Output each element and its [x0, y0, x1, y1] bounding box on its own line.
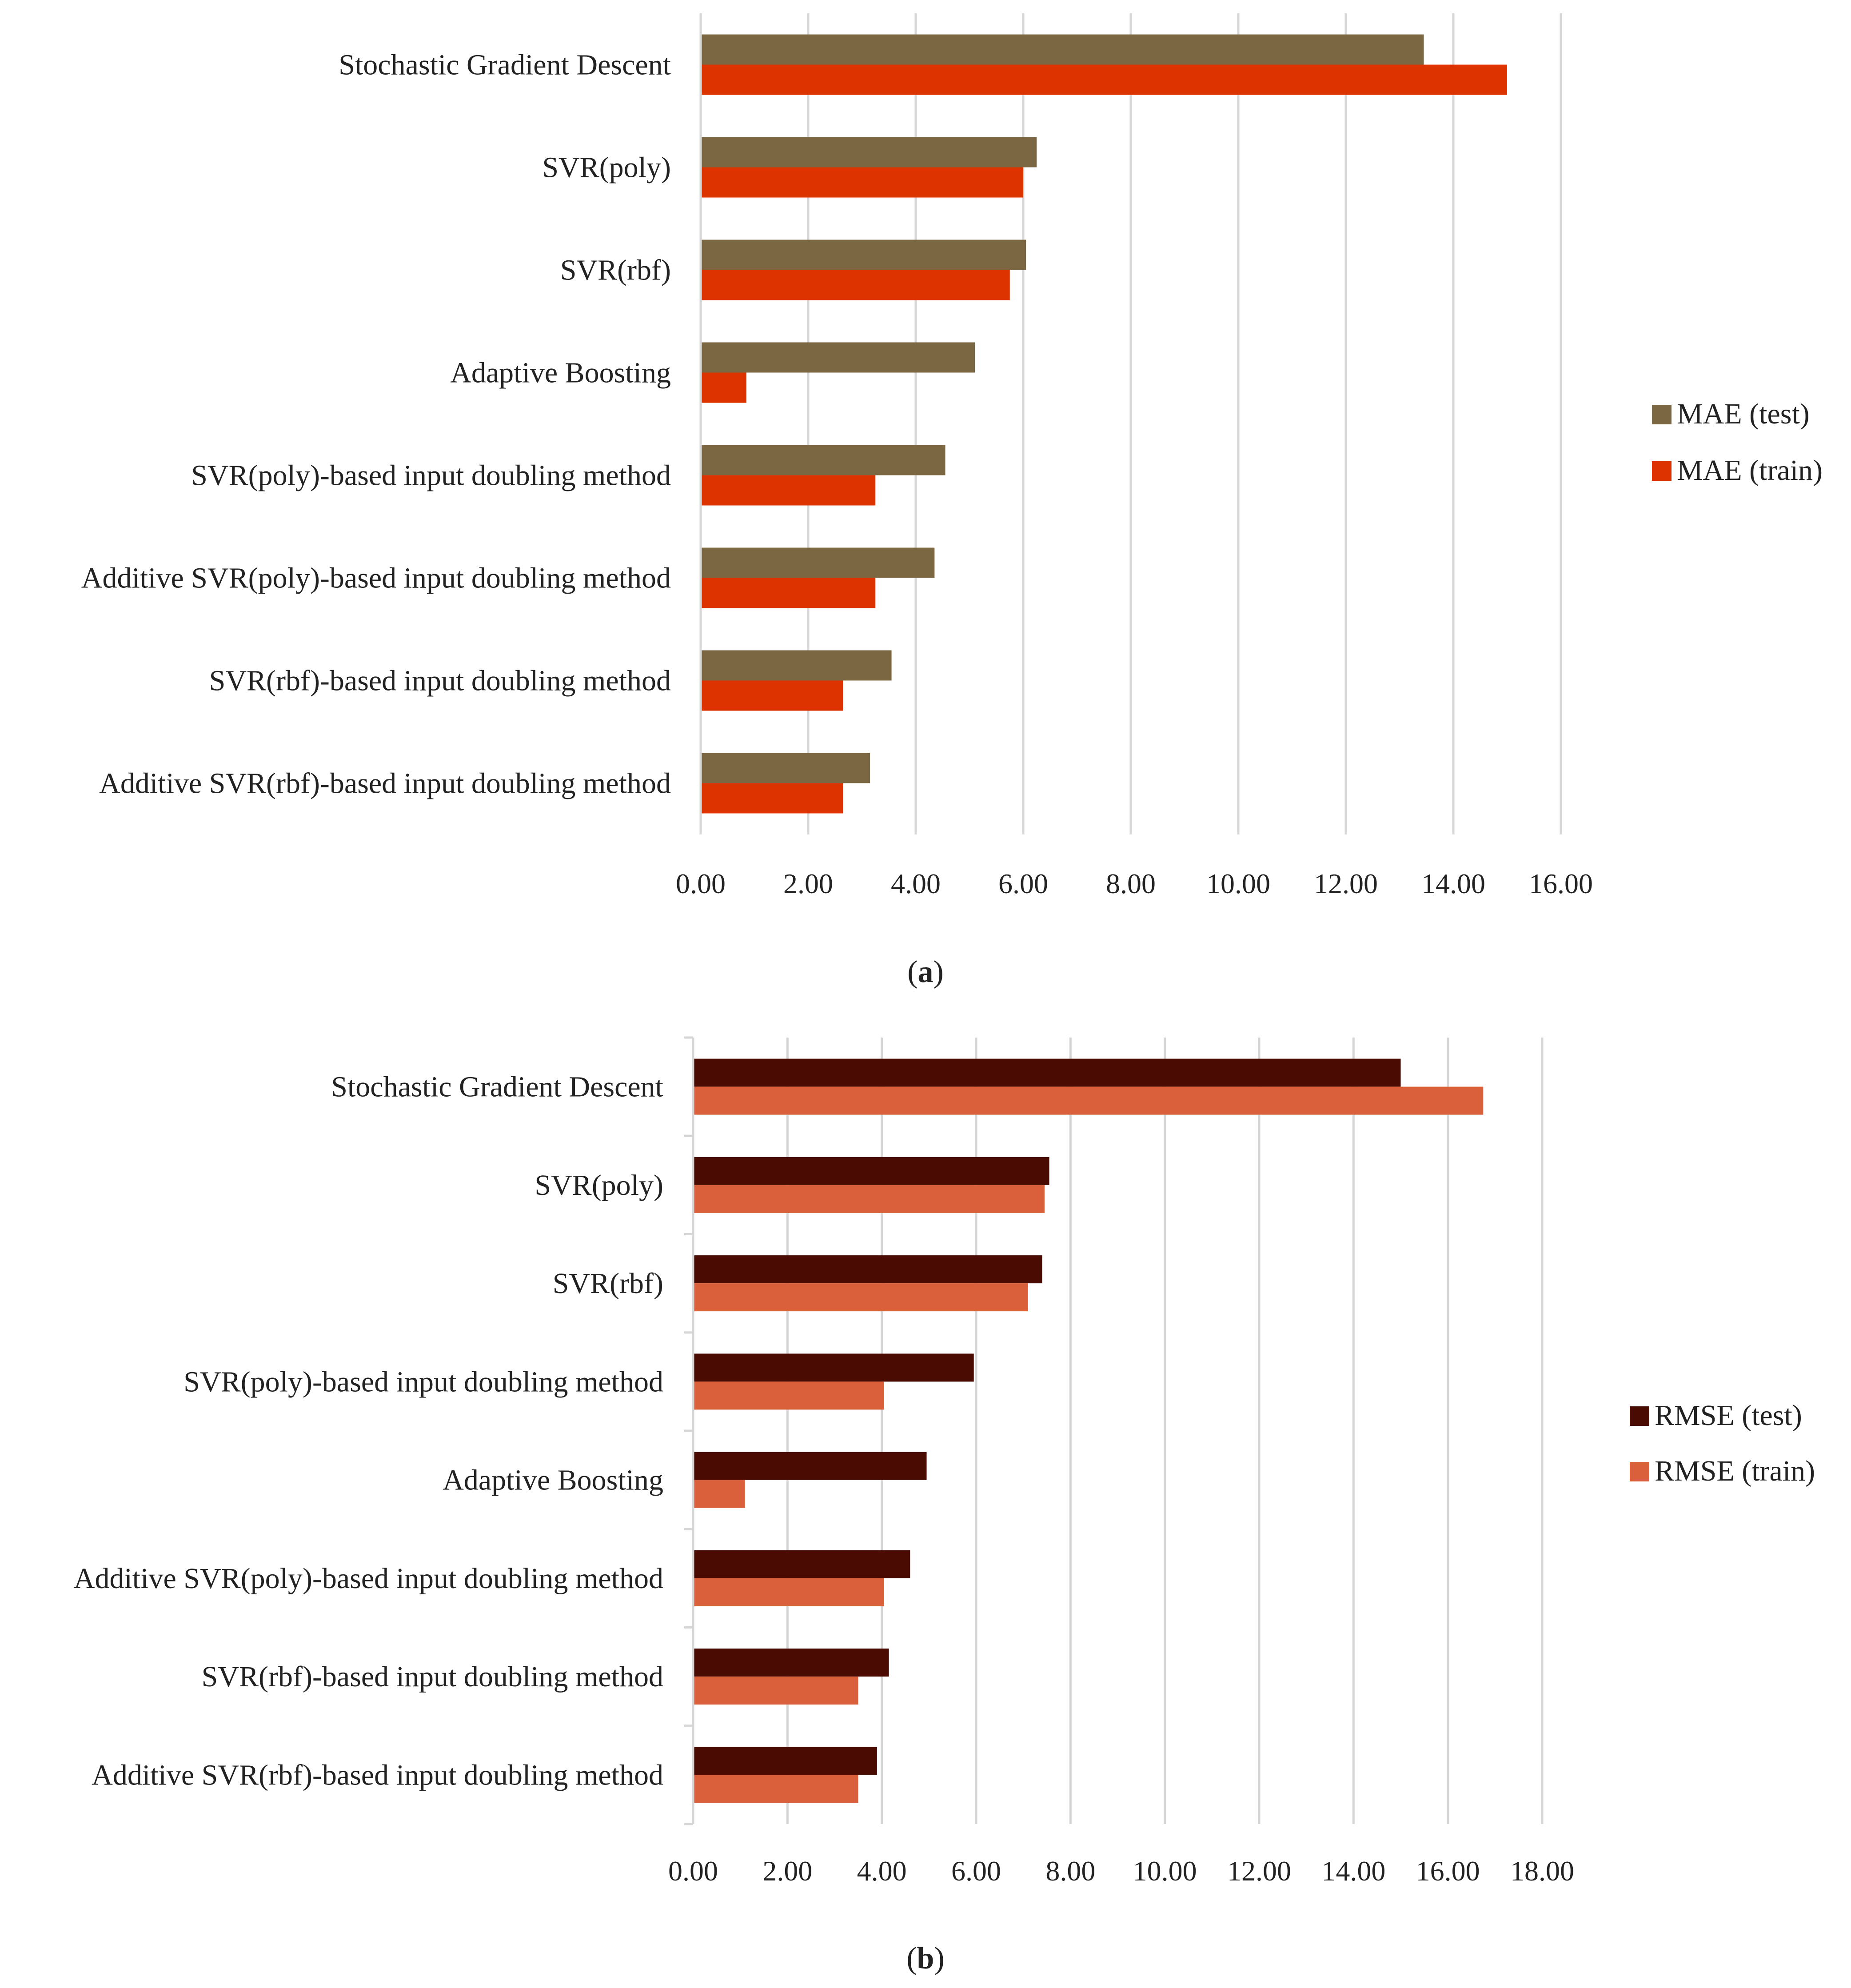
legend-swatch	[1652, 461, 1671, 481]
bar-train-6	[701, 680, 843, 711]
bar-train-0	[701, 64, 1507, 95]
bar-train-1	[701, 167, 1023, 198]
bar-train-5	[693, 1578, 884, 1606]
legend-swatch	[1630, 1406, 1649, 1426]
legend-label: RMSE (test)	[1655, 1399, 1802, 1432]
legend-label: MAE (train)	[1677, 454, 1823, 487]
category-label: Additive SVR(poly)-based input doubling …	[81, 562, 671, 595]
x-tick-label: 0.00	[676, 868, 726, 899]
category-label: SVR(poly)	[535, 1169, 663, 1202]
bar-test-7	[701, 753, 870, 783]
category-label: SVR(poly)-based input doubling method	[191, 459, 671, 492]
category-label: Additive SVR(rbf)-based input doubling m…	[92, 1759, 663, 1791]
bar-test-3	[693, 1353, 974, 1382]
category-label: Additive SVR(poly)-based input doubling …	[74, 1562, 663, 1595]
bar-train-4	[693, 1480, 745, 1508]
category-label: Adaptive Boosting	[450, 357, 671, 389]
x-tick-label: 0.00	[668, 1855, 718, 1887]
category-label: SVR(poly)-based input doubling method	[184, 1365, 663, 1398]
x-tick-label: 8.00	[1106, 868, 1156, 899]
panel-a-caption: (a)	[907, 955, 944, 989]
bar-train-0	[693, 1086, 1484, 1115]
legend-swatch	[1630, 1462, 1649, 1481]
bar-train-5	[701, 578, 876, 608]
x-tick-label: 4.00	[857, 1855, 907, 1887]
bar-test-7	[693, 1747, 878, 1775]
x-tick-label: 18.00	[1510, 1855, 1574, 1887]
bar-train-1	[693, 1185, 1045, 1213]
bar-train-6	[693, 1677, 858, 1705]
x-tick-label: 10.00	[1206, 868, 1270, 899]
x-tick-label: 2.00	[762, 1855, 812, 1887]
panel-a-mae-chart: Stochastic Gradient Descent SVR(poly) SVR(…	[81, 13, 1823, 899]
category-label: Additive SVR(rbf)-based input doubling m…	[99, 767, 671, 800]
category-label: SVR(rbf)	[553, 1267, 663, 1300]
bar-train-3	[701, 372, 746, 403]
bar-train-7	[693, 1775, 858, 1803]
legend-label: MAE (test)	[1677, 398, 1810, 430]
x-tick-label: 4.00	[891, 868, 941, 899]
category-label: Stochastic Gradient Descent	[331, 1071, 663, 1103]
legend-label: RMSE (train)	[1655, 1455, 1815, 1487]
category-label: Stochastic Gradient Descent	[339, 49, 671, 81]
x-tick-label: 12.00	[1314, 868, 1378, 899]
category-label: SVR(rbf)-based input doubling method	[202, 1661, 663, 1693]
bar-test-6	[693, 1649, 889, 1677]
bar-test-0	[701, 34, 1424, 65]
bar-test-1	[693, 1157, 1049, 1185]
category-label: SVR(rbf)	[560, 254, 671, 287]
bar-test-5	[701, 547, 935, 578]
x-tick-label: 14.00	[1421, 868, 1485, 899]
bar-train-2	[701, 270, 1010, 300]
bar-test-2	[693, 1255, 1042, 1284]
x-tick-label: 14.00	[1321, 1855, 1385, 1887]
bar-test-1	[701, 137, 1037, 168]
legend-swatch	[1652, 405, 1671, 424]
bar-train-4	[701, 475, 876, 506]
x-tick-label: 16.00	[1529, 868, 1593, 899]
x-tick-label: 6.00	[951, 1855, 1001, 1887]
panel-a-caption-label: a	[918, 955, 933, 989]
x-tick-label: 12.00	[1227, 1855, 1291, 1887]
x-tick-label: 2.00	[783, 868, 833, 899]
x-tick-label: 10.00	[1133, 1855, 1197, 1887]
x-tick-label: 16.00	[1416, 1855, 1480, 1887]
panel-b-caption-label: b	[917, 1941, 934, 1976]
bar-train-7	[701, 783, 843, 814]
bar-test-4	[693, 1452, 927, 1480]
bar-test-5	[693, 1550, 910, 1578]
category-label: Adaptive Boosting	[443, 1464, 663, 1497]
x-tick-label: 8.00	[1045, 1855, 1095, 1887]
bar-test-2	[701, 240, 1026, 270]
bar-train-2	[693, 1283, 1028, 1312]
bar-test-4	[701, 445, 945, 475]
legend: RMSE (test) RMSE (train)	[1630, 1399, 1815, 1487]
category-label: SVR(poly)	[542, 152, 671, 184]
legend: MAE (test) MAE (train)	[1652, 398, 1823, 487]
panel-b-caption: (b)	[906, 1941, 945, 1976]
bar-test-6	[701, 650, 892, 681]
bar-test-3	[701, 342, 975, 373]
panel-b-rmse-chart: Stochastic Gradient Descent SVR(poly) SVR(…	[74, 1036, 1815, 1887]
x-tick-label: 6.00	[998, 868, 1048, 899]
category-label: SVR(rbf)-based input doubling method	[209, 665, 671, 697]
bar-test-0	[693, 1058, 1401, 1087]
bar-train-3	[693, 1381, 884, 1410]
